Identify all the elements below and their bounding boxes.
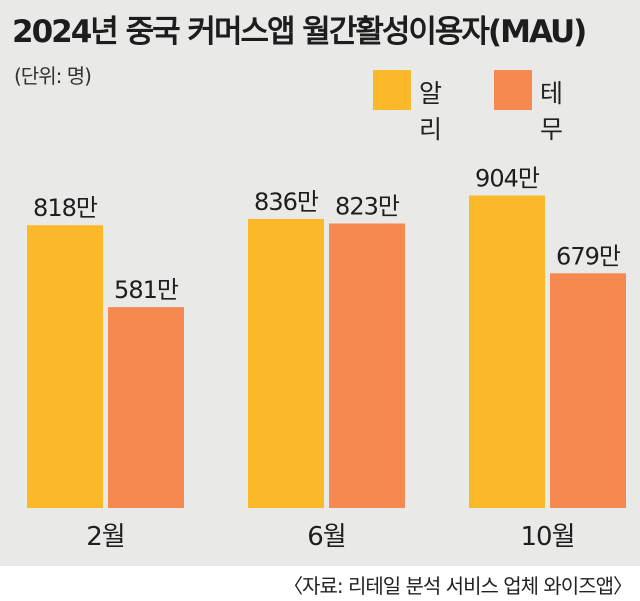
category-label-1: 6월 (307, 522, 345, 552)
bar-ali-2 (469, 195, 545, 509)
category-label-0: 2월 (86, 522, 124, 552)
bar-ali-1 (248, 218, 324, 508)
chart-title: 2024년 중국 커머스앱 월간활성이용자(MAU) (12, 14, 587, 50)
bar-temu-2 (550, 273, 626, 508)
data-label-ali-0: 818만 (33, 194, 98, 222)
legend-swatch-temu (494, 70, 532, 110)
bar-temu-1 (329, 223, 405, 509)
source-note: 〈자료: 리테일 분석 서비스 업체 와이즈앱〉 (283, 574, 633, 598)
unit-note: (단위: 명) (14, 64, 92, 88)
category-label-2: 10월 (520, 522, 574, 552)
data-label-ali-2: 904만 (475, 164, 540, 192)
legend-label-ali: 알리 (419, 79, 442, 144)
data-label-temu-0: 581만 (114, 276, 179, 304)
bar-chart: 818만 581만 2월 836만 823만 6월 904만 679만 10월 (27, 164, 626, 552)
data-label-temu-1: 823만 (335, 192, 400, 220)
bar-temu-0 (108, 307, 184, 508)
data-label-ali-1: 836만 (254, 188, 319, 216)
legend-label-temu: 테무 (540, 79, 563, 144)
data-label-temu-2: 679만 (556, 242, 621, 270)
bar-ali-0 (27, 225, 103, 508)
legend-swatch-ali (373, 70, 411, 110)
